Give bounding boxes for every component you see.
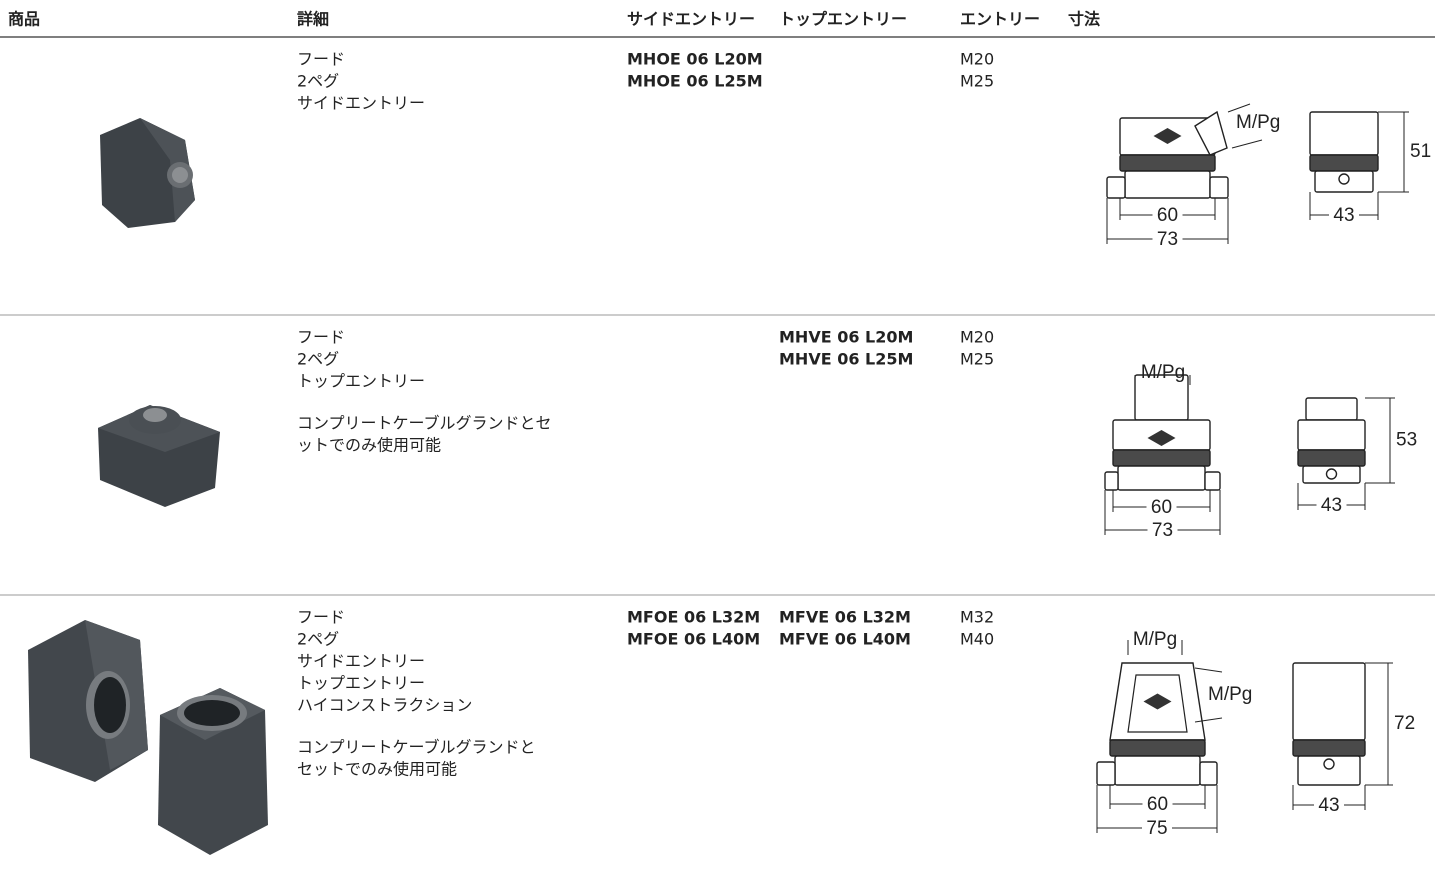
product-image (28, 620, 268, 855)
drawing-part (1119, 154, 1216, 172)
dimension-label: 51 (1410, 141, 1431, 162)
drawing-part (1104, 471, 1119, 491)
dimension-label: 75 (1146, 818, 1167, 839)
detail-line: フード (297, 50, 345, 69)
detail-line: サイドエントリー (297, 94, 425, 113)
part-number: MFVE 06 L40M (779, 630, 911, 649)
drawing-part (1114, 755, 1201, 786)
detail-line: 2ペグ (297, 72, 339, 91)
drawing-part (1309, 154, 1379, 172)
part-number: MFOE 06 L32M (627, 608, 760, 627)
detail-line: セットでのみ使用可能 (297, 760, 457, 779)
drawing-part (1199, 761, 1218, 786)
product-image (100, 118, 195, 228)
drawing-part (1117, 465, 1206, 491)
drawing-part (1323, 758, 1335, 770)
drawing-part (1292, 662, 1366, 741)
entry-label: M/Pg (1236, 112, 1280, 133)
detail-line: ットでのみ使用可能 (297, 436, 441, 455)
part-number: MHOE 06 L20M (627, 50, 763, 69)
column-header: 詳細 (297, 10, 329, 29)
drawing-part (1194, 110, 1228, 156)
drawing-part (1112, 449, 1211, 467)
entry-size: M20 (960, 50, 994, 69)
part-number: MFOE 06 L40M (627, 630, 760, 649)
drawing-part (1297, 449, 1366, 467)
entry-size: M32 (960, 608, 994, 627)
drawing-part (1124, 170, 1211, 199)
drawing-part (1297, 419, 1366, 451)
column-header: 寸法 (1068, 10, 1100, 29)
detail-line: サイドエントリー (297, 652, 425, 671)
detail-line: フード (297, 328, 345, 347)
detail-line: 2ペグ (297, 630, 339, 649)
part-number: MFVE 06 L32M (779, 608, 911, 627)
dimension-label: 60 (1147, 794, 1168, 815)
dimension-label: 43 (1321, 495, 1342, 516)
part-number: MHOE 06 L25M (627, 72, 763, 91)
drawing-part (1127, 674, 1188, 733)
drawing-part (1204, 471, 1221, 491)
entry-label: M/Pg (1133, 629, 1177, 650)
dimension-label: 72 (1394, 713, 1415, 734)
detail-line: フード (297, 608, 345, 627)
dimension-label: 43 (1333, 205, 1354, 226)
dimension-label: 60 (1151, 497, 1172, 518)
drawing-line (1194, 667, 1223, 673)
part-number: MHVE 06 L25M (779, 350, 913, 369)
drawing-line (1231, 139, 1263, 149)
entry-label: M/Pg (1208, 684, 1252, 705)
drawing-part (1292, 739, 1366, 757)
drawing-part (1305, 397, 1358, 421)
dimension-label: 43 (1318, 795, 1339, 816)
drawing-line (1194, 717, 1223, 723)
drawing-part (1325, 468, 1338, 480)
product-image (98, 405, 220, 507)
part-number: MHVE 06 L20M (779, 328, 913, 347)
column-header: トップエントリー (779, 10, 907, 29)
dimension-label: 60 (1157, 205, 1178, 226)
drawing-part (1309, 111, 1379, 156)
column-header: 商品 (8, 10, 40, 29)
entry-size: M20 (960, 328, 994, 347)
detail-line: コンプリートケーブルグランドと (297, 738, 536, 757)
detail-line: トップエントリー (297, 372, 425, 391)
logo (1147, 430, 1176, 446)
column-header: サイドエントリー (627, 10, 755, 29)
dimension-label: 73 (1157, 229, 1178, 250)
drawing-part (1106, 176, 1126, 199)
logo (1143, 693, 1172, 710)
entry-label: M/Pg (1141, 362, 1185, 383)
drawing-line (1227, 103, 1251, 113)
detail-line: トップエントリー (297, 674, 425, 693)
detail-line: ハイコンストラクション (297, 696, 472, 715)
entry-size: M40 (960, 630, 994, 649)
entry-size: M25 (960, 350, 994, 369)
drawing-part (1297, 755, 1361, 786)
column-header: エントリー (960, 10, 1040, 29)
detail-line: コンプリートケーブルグランドとセ (297, 414, 552, 433)
drawing-part (1109, 739, 1206, 757)
dimension-label: 53 (1396, 430, 1417, 451)
detail-line: 2ペグ (297, 350, 339, 369)
dimension-label: 73 (1152, 520, 1173, 541)
drawing-part (1096, 761, 1116, 786)
drawing-part (1338, 173, 1350, 185)
entry-size: M25 (960, 72, 994, 91)
logo (1153, 128, 1182, 144)
drawing-part (1209, 176, 1229, 199)
